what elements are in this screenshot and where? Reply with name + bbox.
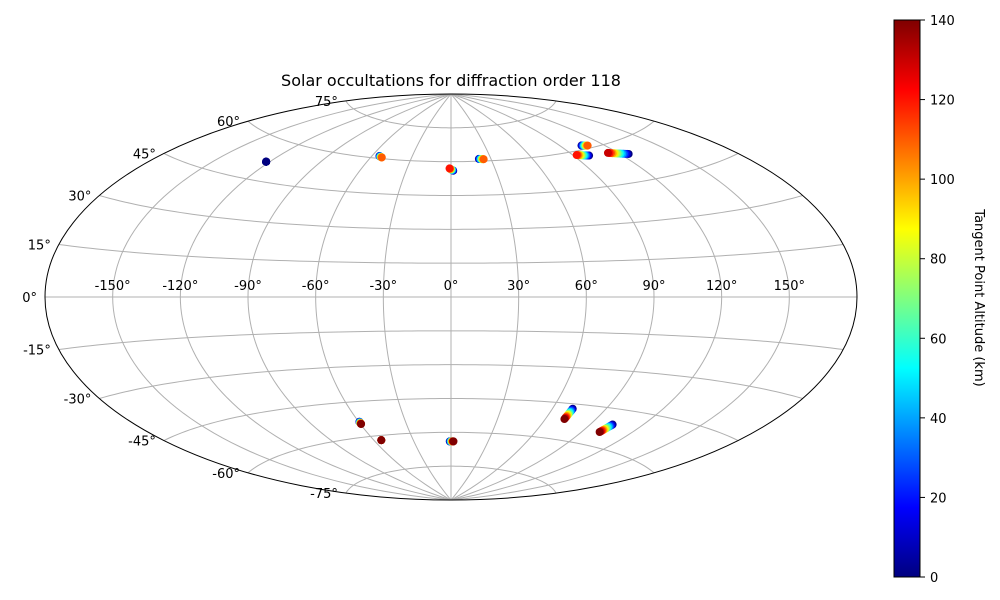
colorbar: 0 20 40 60 80 100 120 140 Tangent Point Altitud… [893, 14, 986, 586]
colorbar-tick-label: 100 [930, 173, 955, 188]
colorbar-tick-label: 0 [930, 571, 938, 586]
lon-tick-label: -150° [95, 279, 131, 294]
map-plot-area: -150° -120° -90° -60° -30° 0° 30° 60° 90° 120° 150… [22, 93, 858, 502]
data-point [262, 157, 271, 166]
lat-tick-label: 0° [22, 291, 37, 306]
lon-tick-label: 30° [507, 279, 530, 294]
graticule [45, 94, 857, 500]
lat-tick-label: -75° [310, 487, 338, 502]
lat-tick-label: 60° [217, 115, 240, 130]
data-point [357, 419, 366, 428]
colorbar-tick-label: 20 [930, 491, 947, 506]
lon-tick-label: 90° [642, 279, 665, 294]
data-point [377, 436, 386, 445]
lat-tick-label: -45° [128, 435, 156, 450]
colorbar-tick-label: 40 [930, 412, 947, 427]
lon-tick-label: 120° [706, 279, 737, 294]
data-point [377, 153, 386, 162]
parallel-line [163, 397, 739, 441]
lon-tick-label: 0° [444, 279, 459, 294]
lat-tick-label: 45° [133, 147, 156, 162]
lon-tick-label: -30° [369, 279, 397, 294]
lat-tick-label: 30° [68, 190, 91, 205]
data-point [445, 164, 454, 173]
lon-tick-label: 150° [774, 279, 805, 294]
lat-tick-label: -30° [64, 393, 92, 408]
lat-tick-label: 15° [28, 238, 51, 253]
colorbar-tick-label: 120 [930, 94, 955, 109]
occultation-points [262, 141, 633, 446]
data-point [560, 415, 569, 424]
lon-tick-label: -120° [162, 279, 198, 294]
map-outline [44, 93, 858, 501]
lon-tick-label: 60° [575, 279, 598, 294]
data-point [603, 148, 612, 157]
data-point [595, 428, 604, 437]
data-point [583, 141, 592, 150]
data-point [479, 155, 488, 164]
parallel-line [163, 153, 739, 197]
parallel-line [345, 465, 557, 494]
data-point [572, 151, 581, 160]
lon-tick-label: -90° [234, 279, 262, 294]
colorbar-tick-label: 60 [930, 332, 947, 347]
parallel-line [345, 100, 557, 129]
colorbar-tick-label: 80 [930, 253, 947, 268]
parallel-line [99, 195, 803, 230]
colorbar-label: Tangent Point Altitude (km) [971, 208, 986, 386]
parallel-line [58, 243, 844, 264]
lat-tick-label: 75° [315, 95, 338, 110]
colorbar-tick-label: 140 [930, 14, 955, 29]
parallel-line [247, 120, 655, 163]
lat-tick-label: -15° [23, 344, 51, 359]
colorbar-gradient [893, 19, 921, 578]
lon-tick-label: -60° [302, 279, 330, 294]
lat-tick-label: -60° [212, 467, 240, 482]
parallel-line [247, 431, 655, 474]
data-point [449, 437, 458, 446]
parallel-line [99, 364, 803, 399]
chart-title: Solar occultations for diffraction order… [281, 71, 621, 90]
parallel-line [58, 330, 844, 351]
